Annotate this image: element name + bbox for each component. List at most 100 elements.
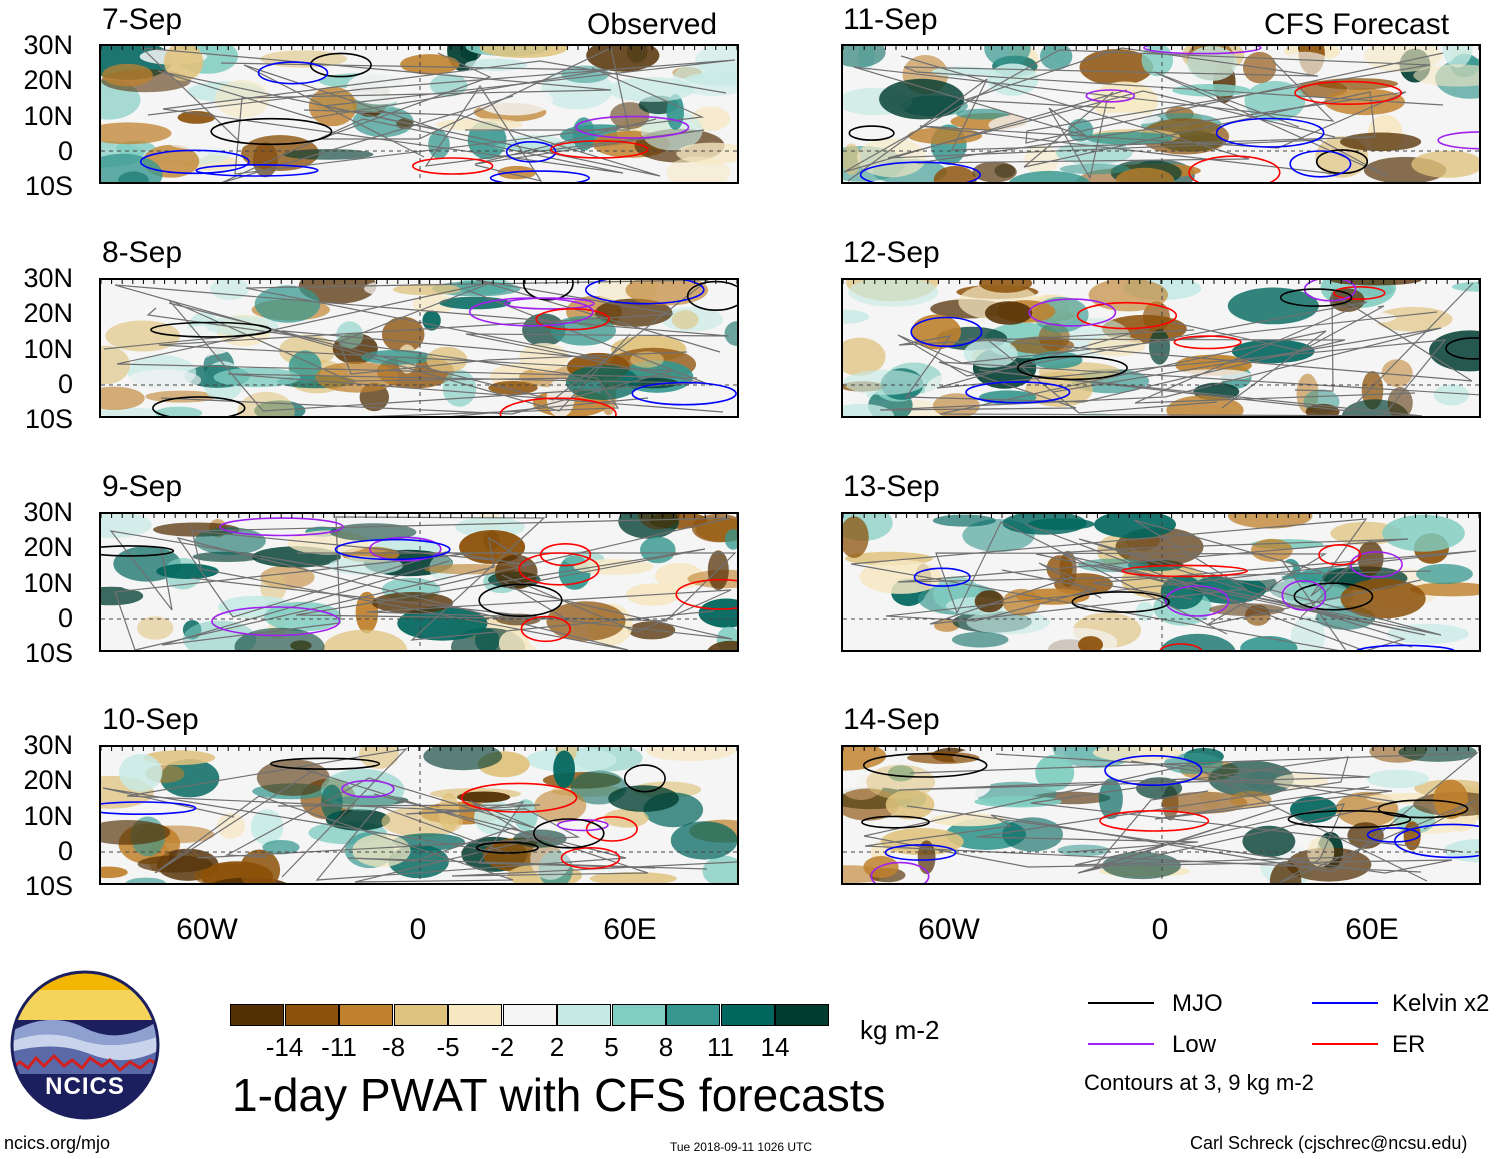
lat-label: 0 — [57, 136, 73, 166]
coastline — [885, 550, 1477, 622]
pwat-anomaly-blob — [1035, 754, 1075, 791]
pwat-anomaly-blob — [1307, 837, 1335, 867]
pwat-anomaly-blob — [282, 149, 374, 160]
colorbar-swatch — [666, 1004, 720, 1026]
pwat-anomaly-blob — [879, 78, 965, 120]
pwat-anomaly-blob — [137, 855, 213, 873]
filter-contour — [1121, 564, 1248, 578]
filter-contour — [1332, 286, 1386, 300]
pwat-anomaly-blob — [951, 631, 1009, 648]
pwat-field — [101, 46, 737, 182]
colorbar-tick: 14 — [760, 1032, 790, 1062]
filter-contour — [1349, 551, 1403, 578]
colorbar-tick: -11 — [321, 1032, 357, 1062]
lon-label: 60E — [603, 913, 657, 946]
pwat-anomaly-blob — [400, 54, 460, 75]
pwat-anomaly-blob — [1092, 747, 1182, 762]
pwat-anomaly-blob — [125, 877, 167, 883]
pwat-anomaly-blob — [163, 46, 204, 81]
lat-label: 10S — [24, 638, 73, 668]
pwat-anomaly-blob — [863, 856, 899, 878]
pwat-anomaly-blob — [1229, 791, 1272, 809]
pwat-anomaly-blob — [1416, 563, 1473, 585]
pwat-anomaly-blob — [239, 849, 281, 883]
colorbar-swatch — [448, 1004, 502, 1026]
coastline — [162, 60, 727, 182]
pwat-anomaly-blob — [932, 514, 996, 527]
ncics-logo: NCICS — [10, 970, 160, 1120]
map-panel-fc-4 — [841, 745, 1481, 885]
pwat-anomaly-blob — [1357, 541, 1384, 576]
pwat-anomaly-blob — [887, 627, 942, 650]
coastline — [140, 47, 705, 175]
pwat-anomaly-blob — [254, 285, 321, 323]
colorbar-swatch — [502, 1004, 557, 1026]
map-panel-obs-4 — [99, 745, 739, 885]
pwat-anomaly-blob — [1002, 514, 1087, 535]
filter-contour — [1188, 155, 1281, 182]
lon-label: 60W — [176, 913, 238, 946]
lat-label: 10N — [23, 568, 73, 598]
pwat-field — [843, 514, 1479, 650]
filter-contour — [269, 757, 381, 770]
footer-author: Carl Schreck (cjschrec@ncsu.edu) — [1190, 1133, 1468, 1153]
coastline — [103, 280, 709, 401]
pwat-anomaly-blob — [843, 747, 887, 771]
filter-contour — [1076, 301, 1178, 330]
pwat-anomaly-blob — [646, 747, 736, 762]
pwat-anomaly-blob — [843, 337, 886, 376]
pwat-anomaly-blob — [843, 369, 926, 395]
pwat-anomaly-blob — [843, 516, 869, 558]
coastline — [224, 767, 540, 858]
pwat-anomaly-blob — [1433, 384, 1470, 406]
filter-contour — [505, 141, 557, 163]
filter-contour — [1437, 131, 1479, 150]
pwat-anomaly-blob — [724, 321, 737, 347]
pwat-field — [101, 747, 737, 883]
pwat-anomaly-blob — [1208, 760, 1294, 797]
pwat-anomaly-blob — [101, 153, 163, 182]
legend-label-kelvin: Kelvin x2 — [1392, 990, 1490, 1017]
footer-url: ncics.org/mjo — [4, 1133, 111, 1153]
observed-label: Observed — [587, 8, 718, 41]
pwat-anomaly-blob — [565, 365, 640, 400]
coastline — [1074, 800, 1475, 883]
colorbar-tick: 8 — [658, 1032, 674, 1062]
map-panel-fc-1 — [841, 44, 1481, 184]
filter-contour — [341, 779, 395, 798]
pwat-anomaly-blob — [457, 791, 511, 803]
pwat-anomaly-blob — [724, 529, 737, 550]
filter-contour — [1356, 644, 1456, 650]
coastline — [898, 329, 1346, 403]
pwat-anomaly-blob — [101, 586, 144, 606]
pwat-anomaly-blob — [101, 345, 130, 385]
pwat-anomaly-blob — [101, 820, 171, 845]
pwat-anomaly-blob — [1340, 578, 1426, 619]
pwat-anomaly-blob — [628, 377, 679, 389]
filter-contour — [1287, 809, 1412, 829]
pwat-anomaly-blob — [513, 799, 538, 832]
coastline — [154, 770, 553, 883]
coastline — [347, 827, 737, 877]
pwat-anomaly-blob — [565, 824, 626, 837]
colorbar-swatch — [720, 1004, 775, 1026]
pwat-anomaly-blob — [256, 759, 330, 796]
colorbar-tick: 11 — [707, 1032, 734, 1062]
filter-contour — [139, 149, 250, 175]
pwat-anomaly-blob — [1094, 514, 1176, 539]
pwat-anomaly-blob — [553, 750, 575, 789]
filter-contour — [468, 297, 594, 327]
filter-contour — [489, 170, 590, 182]
filter-contour — [1071, 591, 1170, 613]
pwat-anomaly-blob — [1008, 170, 1090, 182]
filter-contour — [1164, 585, 1230, 617]
pwat-anomaly-blob — [1409, 582, 1479, 597]
pwat-anomaly-blob — [488, 381, 538, 395]
pwat-anomaly-blob — [1387, 623, 1469, 644]
filter-contour — [1293, 582, 1374, 611]
filter-contour — [910, 316, 983, 348]
lat-label: 10N — [23, 801, 73, 831]
filter-contour — [1143, 46, 1262, 55]
colorbar-units: kg m-2 — [860, 1015, 940, 1045]
filter-contour — [478, 583, 563, 618]
